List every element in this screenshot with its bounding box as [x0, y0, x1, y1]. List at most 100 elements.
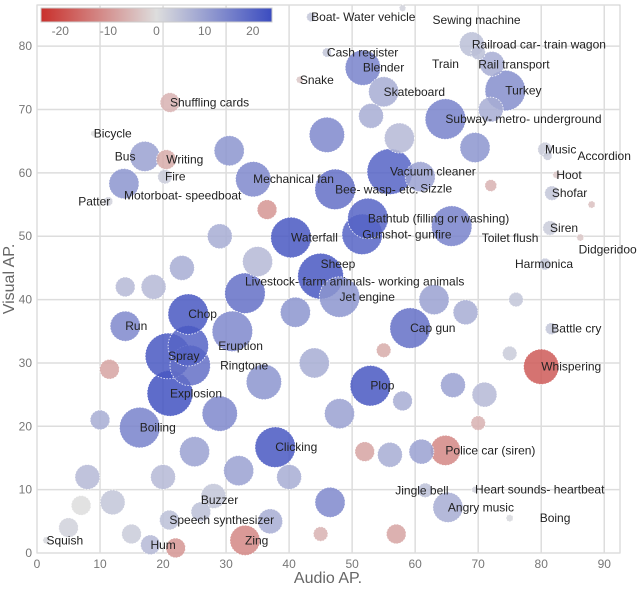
point-label: Hoot	[556, 168, 582, 182]
bubble	[156, 149, 177, 170]
bubble	[408, 438, 435, 465]
bubble	[314, 486, 346, 518]
bubble	[470, 415, 486, 431]
point-label: Jet engine	[340, 290, 396, 304]
x-tick-label: 80	[535, 557, 549, 571]
point-label: Gunshot- gunfire	[362, 227, 452, 241]
point-label: Shuffling cards	[170, 96, 249, 110]
bubble	[140, 534, 161, 555]
bubble	[431, 205, 473, 247]
bubble	[386, 523, 407, 545]
point-label: Whispering	[541, 360, 601, 374]
point-label: Zing	[245, 533, 268, 547]
colorbar-tick-label: 10	[198, 24, 212, 38]
bubble	[417, 482, 433, 498]
bubble	[157, 169, 173, 185]
bubble	[308, 116, 345, 153]
bubble	[70, 495, 92, 516]
x-tick-label: 60	[408, 557, 422, 571]
bubble	[280, 296, 311, 328]
point-label: Eruption	[218, 339, 263, 353]
bubble	[89, 409, 111, 431]
point-label: Bicycle	[94, 127, 132, 141]
bubble	[257, 508, 284, 535]
bubble	[165, 537, 186, 559]
bubble	[256, 199, 278, 220]
bubble	[74, 464, 101, 490]
bubble	[459, 132, 491, 163]
point-label: Toilet flush	[482, 231, 539, 245]
point-label: Shofar	[552, 186, 587, 200]
colorbar-tick-labels: -20 -10 0 10 20	[52, 24, 260, 38]
point-label: Heart sounds- heartbeat	[475, 483, 605, 497]
bubble	[347, 197, 389, 240]
point-label: Spray	[168, 349, 199, 363]
bubbles	[42, 4, 596, 559]
bubble	[477, 96, 504, 123]
colorbar-tick-label: 0	[153, 24, 160, 38]
x-tick-label: 20	[156, 557, 170, 571]
colorbar-gradient	[40, 7, 273, 23]
bubble	[109, 310, 141, 342]
y-tick-label: 80	[19, 39, 33, 53]
point-label: Speech synthesizer	[169, 513, 274, 527]
bubble	[418, 284, 450, 315]
y-tick-label: 40	[19, 293, 33, 307]
point-label: Hum	[150, 538, 175, 552]
point-label: Bus	[115, 149, 136, 163]
x-tick-label: 40	[282, 557, 296, 571]
point-label: Turkey	[505, 84, 541, 98]
bubble	[306, 12, 317, 23]
point-label: Sewing machine	[433, 13, 521, 27]
bubble	[115, 276, 136, 298]
point-label: Jingle bell	[395, 483, 448, 497]
bubble	[213, 135, 245, 167]
bubble	[505, 514, 514, 523]
point-label: Music	[545, 142, 576, 156]
point-label: Blender	[363, 61, 404, 75]
point-label: Railroad car- train wagon	[472, 37, 606, 51]
point-label: Angry music	[448, 500, 514, 514]
bubble	[295, 75, 304, 84]
bubble	[358, 103, 384, 129]
point-label: Explosion	[170, 386, 222, 400]
y-tick-label: 20	[19, 419, 33, 433]
bubble	[398, 4, 407, 12]
bubble	[254, 426, 296, 468]
colorbar-tick-label: -20	[52, 24, 70, 38]
bubble	[270, 216, 312, 259]
point-label: Boing	[540, 511, 571, 525]
bubble	[424, 98, 467, 140]
bubble	[470, 44, 486, 61]
bubble	[313, 526, 329, 542]
bubble	[298, 347, 330, 379]
x-tick-label: 0	[34, 557, 41, 571]
bubble	[484, 179, 498, 192]
y-tick-label: 0	[25, 546, 32, 560]
bubble	[167, 325, 209, 367]
bubble	[103, 196, 114, 207]
bubble	[376, 342, 392, 358]
bubble	[150, 464, 176, 490]
point-label: Subway- metro- underground	[445, 112, 601, 126]
point-label: Siren	[550, 221, 578, 235]
bubble	[245, 363, 282, 400]
bubble	[502, 345, 518, 362]
bubble	[99, 359, 120, 380]
bubble	[471, 485, 479, 494]
point-label: Vacuum cleaner	[390, 165, 476, 179]
bubble	[318, 276, 361, 318]
bubble	[140, 274, 167, 300]
bubble	[452, 299, 479, 326]
point-label: Patter	[78, 194, 110, 208]
bubble	[200, 483, 227, 509]
bubble	[542, 150, 553, 161]
bubble	[235, 161, 272, 198]
bubble	[430, 434, 461, 466]
bubble	[211, 310, 253, 352]
point-label: Chop	[188, 307, 217, 321]
bubble	[121, 523, 142, 545]
bubble	[523, 348, 560, 385]
point-label: Clicking	[275, 440, 317, 454]
